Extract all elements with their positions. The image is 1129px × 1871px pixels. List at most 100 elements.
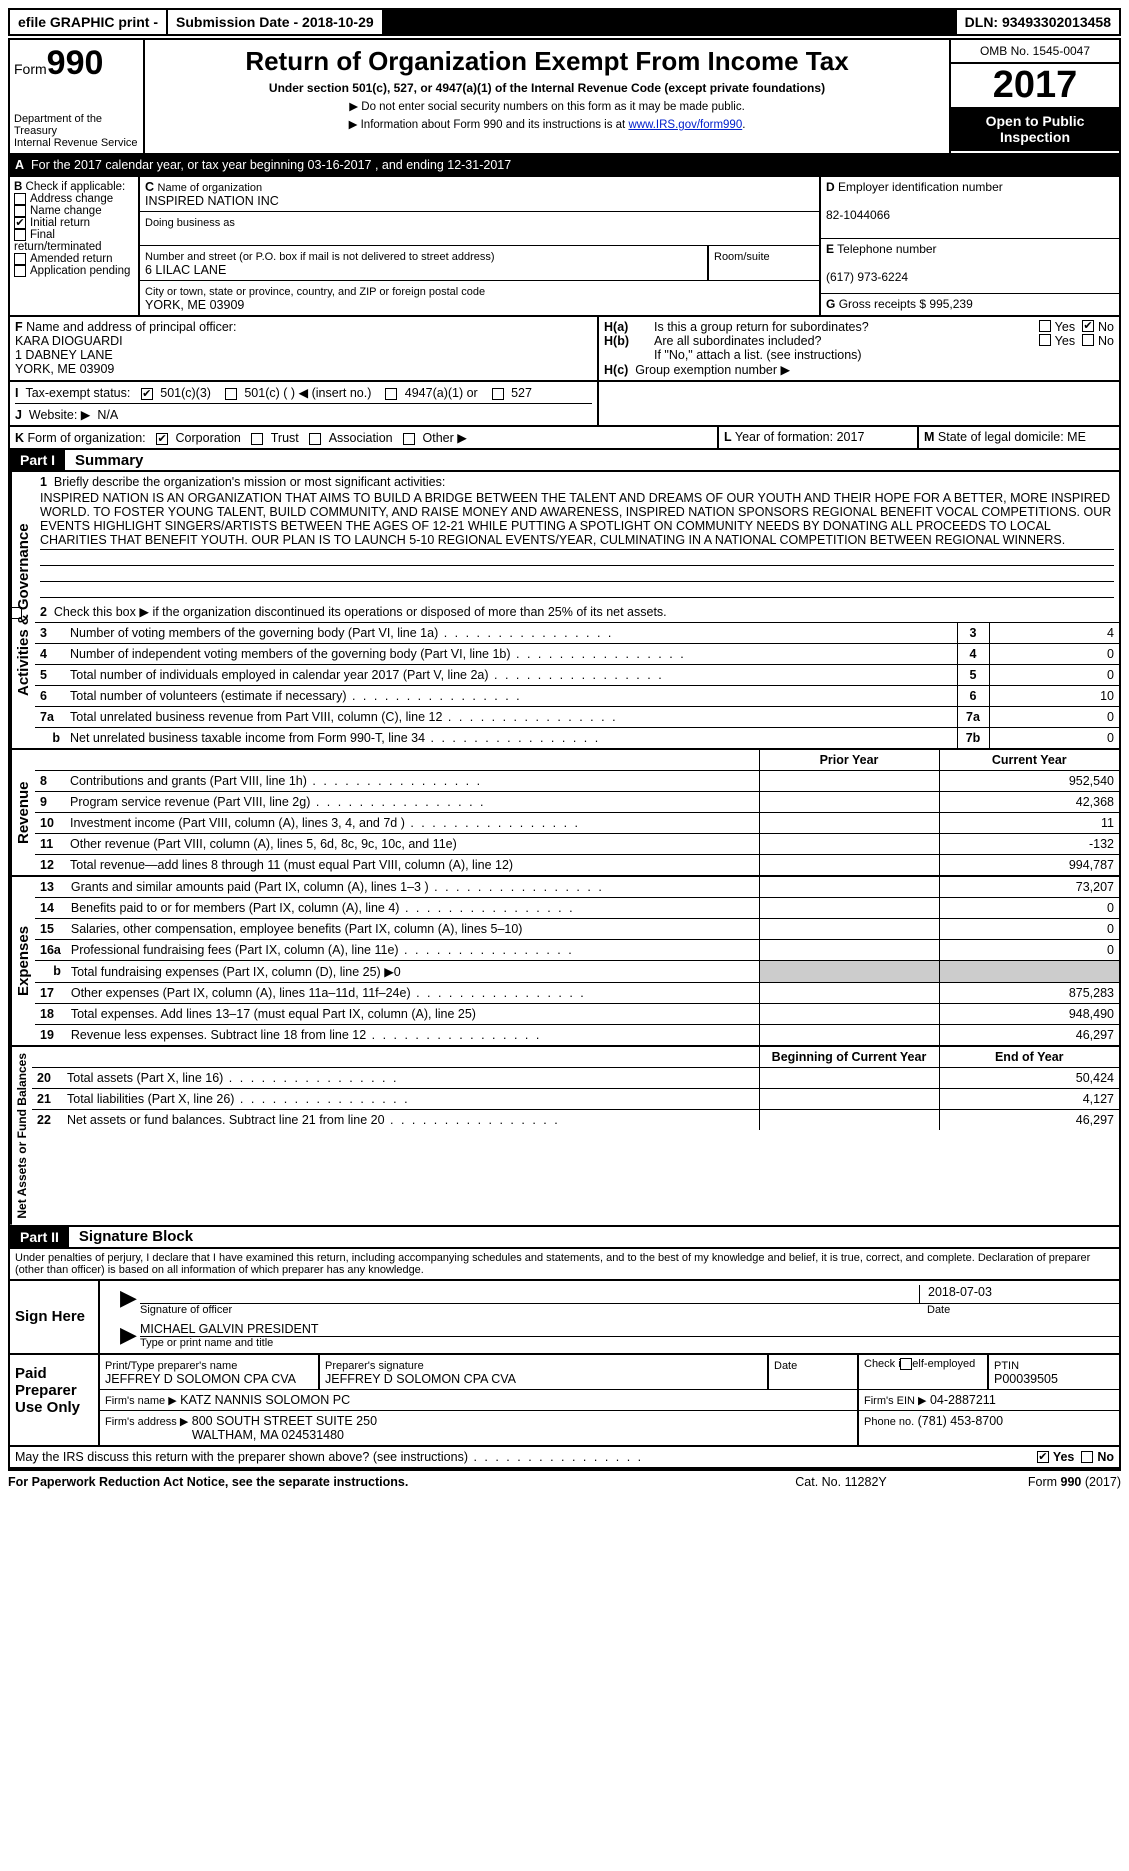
trust-checkbox[interactable]	[251, 433, 263, 445]
firm-ein: 04-2887211	[930, 1393, 996, 1407]
officer-addr2: YORK, ME 03909	[15, 362, 114, 376]
line18-val: 948,490	[939, 1004, 1119, 1025]
box-d-e-g: D Employer identification number82-10440…	[819, 177, 1119, 315]
part-1-header: Part I Summary	[8, 450, 1121, 472]
501c3-checkbox[interactable]	[141, 388, 153, 400]
mission-text: INSPIRED NATION IS AN ORGANIZATION THAT …	[40, 489, 1114, 550]
line16a-val: 0	[939, 940, 1119, 961]
officer-addr1: 1 DABNEY LANE	[15, 348, 113, 362]
dln: DLN: 93493302013458	[957, 10, 1119, 34]
line5-val: 0	[989, 665, 1119, 686]
box-h: H(a)Is this a group return for subordina…	[599, 317, 1119, 380]
preparer-sig: JEFFREY D SOLOMON CPA CVA	[325, 1372, 516, 1386]
box-k-l-m: K Form of organization: Corporation Trus…	[8, 427, 1121, 450]
4947-checkbox[interactable]	[385, 388, 397, 400]
hb-yes-checkbox[interactable]	[1039, 334, 1051, 346]
line10-val: 11	[939, 813, 1119, 834]
ha-yes-checkbox[interactable]	[1039, 320, 1051, 332]
efile-label: efile GRAPHIC print -	[10, 10, 166, 34]
net-assets-block: Net Assets or Fund Balances Beginning of…	[8, 1047, 1121, 1227]
corporation-checkbox[interactable]	[156, 433, 168, 445]
line13-val: 73,207	[939, 877, 1119, 898]
initial-return-checkbox[interactable]	[14, 217, 26, 229]
line19-val: 46,297	[939, 1025, 1119, 1046]
ein: 82-1044066	[826, 208, 890, 222]
line3-val: 4	[989, 623, 1119, 644]
form-subtitle: Under section 501(c), 527, or 4947(a)(1)…	[151, 81, 943, 95]
dept-label: Department of the Treasury	[14, 113, 139, 137]
telephone: (617) 973-6224	[826, 270, 908, 284]
year-formation: 2017	[837, 430, 865, 444]
entity-block: B Check if applicable: Address change Na…	[8, 177, 1121, 317]
line12-val: 994,787	[939, 855, 1119, 876]
open-inspection: Open to Public Inspection	[951, 107, 1119, 151]
501c-checkbox[interactable]	[225, 388, 237, 400]
form-note-1: ▶ Do not enter social security numbers o…	[151, 99, 943, 113]
form-title: Return of Organization Exempt From Incom…	[151, 46, 943, 77]
sign-here-label: Sign Here	[10, 1281, 100, 1353]
box-f: F Name and address of principal officer:…	[10, 317, 599, 380]
firm-name: KATZ NANNIS SOLOMON PC	[180, 1393, 350, 1407]
box-i-j: I Tax-exempt status: 501(c)(3) 501(c) ( …	[8, 382, 1121, 427]
discuss-yes-checkbox[interactable]	[1037, 1451, 1049, 1463]
part-2-header: Part II Signature Block	[8, 1227, 1121, 1249]
line7a-val: 0	[989, 707, 1119, 728]
line7b-val: 0	[989, 728, 1119, 749]
city: YORK, ME 03909	[145, 298, 244, 312]
line15-val: 0	[939, 919, 1119, 940]
street: 6 LILAC LANE	[145, 263, 226, 277]
line9-val: 42,368	[939, 792, 1119, 813]
revenue-label: Revenue	[10, 750, 35, 875]
527-checkbox[interactable]	[492, 388, 504, 400]
name-change-checkbox[interactable]	[14, 205, 26, 217]
netassets-label: Net Assets or Fund Balances	[10, 1047, 32, 1225]
line-a: A For the 2017 calendar year, or tax yea…	[8, 155, 1121, 177]
revenue-block: Revenue Prior YearCurrent Year 8Contribu…	[8, 750, 1121, 877]
application-pending-checkbox[interactable]	[14, 265, 26, 277]
officer-printed: MICHAEL GALVIN PRESIDENT	[140, 1322, 1119, 1337]
tax-year: 2017	[951, 64, 1119, 107]
state-domicile: ME	[1067, 430, 1086, 444]
org-name: INSPIRED NATION INC	[145, 194, 279, 208]
paid-preparer-label: Paid Preparer Use Only	[10, 1355, 100, 1445]
website: N/A	[97, 408, 118, 422]
signature-block: Sign Here ▶ 2018-07-03 Signature of offi…	[8, 1281, 1121, 1447]
form-number: 990	[47, 44, 104, 82]
line6-val: 10	[989, 686, 1119, 707]
association-checkbox[interactable]	[309, 433, 321, 445]
netassets-table: Beginning of Current YearEnd of Year 20T…	[32, 1047, 1119, 1130]
preparer-name: JEFFREY D SOLOMON CPA CVA	[105, 1372, 296, 1386]
final-return-checkbox[interactable]	[14, 229, 26, 241]
line14-val: 0	[939, 898, 1119, 919]
hb-no-checkbox[interactable]	[1082, 334, 1094, 346]
governance-table: 3Number of voting members of the governi…	[35, 622, 1119, 748]
irs-link[interactable]: www.IRS.gov/form990	[628, 119, 742, 131]
amended-return-checkbox[interactable]	[14, 253, 26, 265]
irs-label: Internal Revenue Service	[14, 137, 139, 149]
firm-phone: (781) 453-8700	[918, 1414, 1003, 1428]
discuss-no-checkbox[interactable]	[1081, 1451, 1093, 1463]
firm-city: WALTHAM, MA 024531480	[192, 1428, 344, 1442]
form-label: Form	[14, 61, 47, 77]
box-f-h: F Name and address of principal officer:…	[8, 317, 1121, 382]
expenses-table: 13Grants and similar amounts paid (Part …	[35, 877, 1119, 1045]
box-b: B Check if applicable: Address change Na…	[10, 177, 140, 315]
cat-no: Cat. No. 11282Y	[741, 1475, 941, 1489]
line11-val: -132	[939, 834, 1119, 855]
sig-date: 2018-07-03	[919, 1285, 1119, 1303]
self-employed-checkbox[interactable]	[900, 1358, 912, 1370]
line17-val: 875,283	[939, 983, 1119, 1004]
line4-val: 0	[989, 644, 1119, 665]
ha-no-checkbox[interactable]	[1082, 320, 1094, 332]
other-checkbox[interactable]	[403, 433, 415, 445]
box-c: C Name of organizationINSPIRED NATION IN…	[140, 177, 819, 315]
line21-val: 4,127	[939, 1089, 1119, 1110]
officer-name: KARA DIOGUARDI	[15, 334, 123, 348]
expenses-block: Expenses 13Grants and similar amounts pa…	[8, 877, 1121, 1047]
gross-receipts: 995,239	[929, 297, 972, 311]
submission-date: Submission Date - 2018-10-29	[168, 10, 382, 34]
line22-val: 46,297	[939, 1110, 1119, 1131]
address-change-checkbox[interactable]	[14, 193, 26, 205]
form-header: Form990 Department of the Treasury Inter…	[8, 38, 1121, 155]
declaration: Under penalties of perjury, I declare th…	[8, 1249, 1121, 1281]
